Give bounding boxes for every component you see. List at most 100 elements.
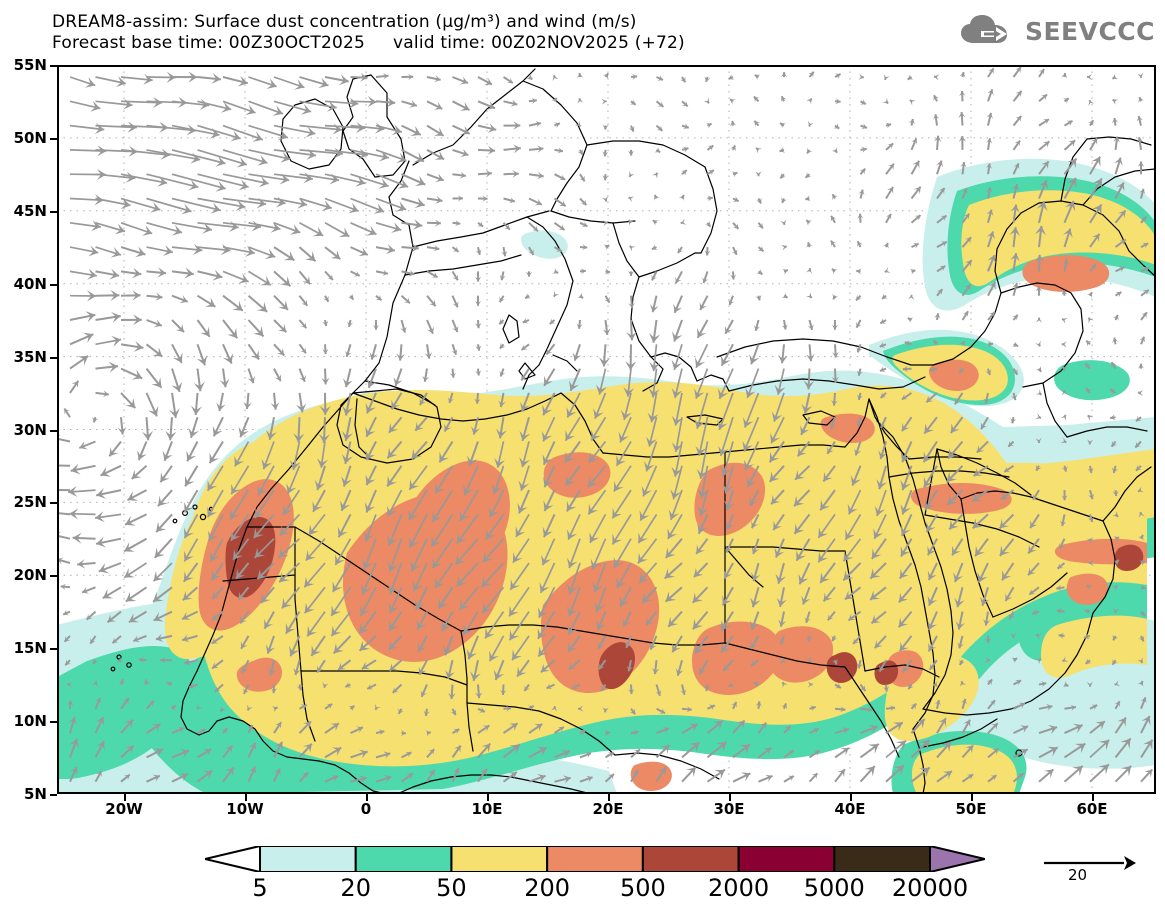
wind-arrowhead	[460, 148, 469, 158]
wind-arrowhead	[626, 331, 637, 341]
wind-arrowhead	[902, 365, 908, 372]
wind-arrowhead	[333, 147, 343, 159]
wind-arrowhead	[396, 353, 405, 361]
wind-arrowhead	[432, 511, 442, 522]
wind-arrowhead	[980, 422, 988, 430]
wind-arrowhead	[450, 709, 457, 716]
wind-arrowhead	[1010, 253, 1020, 262]
wind-arrowhead	[1112, 314, 1119, 321]
wind-arrowhead	[781, 292, 788, 298]
wind-arrowhead	[1086, 585, 1093, 591]
wind-arrowhead	[938, 187, 945, 195]
map-panel[interactable]: 55N 50N 45N 40N 35N 30N 25N 20N 15N 10N …	[14, 56, 1156, 818]
wind-arrowhead	[680, 689, 687, 695]
wind-arrowhead	[484, 77, 492, 85]
dust-concentration-map[interactable]	[57, 65, 1156, 794]
wind-arrowhead	[358, 148, 368, 160]
wind-arrowhead	[934, 313, 941, 319]
wind-arrowhead	[651, 244, 658, 250]
wind-arrowhead	[132, 267, 142, 279]
wind-arrowhead	[671, 415, 683, 426]
wind-arrowhead	[87, 268, 97, 280]
wind-arrowhead	[602, 220, 608, 227]
lat-label-10n: 10N	[13, 712, 47, 731]
wind-arrowhead	[703, 97, 709, 104]
wind-arrowhead	[730, 120, 737, 127]
wind-arrowhead	[989, 700, 995, 706]
wind-arrowhead	[90, 100, 101, 112]
wind-vector	[299, 173, 340, 182]
wind-vector	[589, 513, 607, 544]
wind-arrowhead	[1112, 73, 1119, 79]
wind-arrowhead	[286, 483, 297, 494]
wind-arrowhead	[452, 325, 459, 332]
wind-arrowhead	[387, 561, 398, 572]
wind-arrowhead	[1011, 184, 1020, 192]
wind-arrowhead	[1059, 542, 1065, 549]
wind-arrowhead	[1114, 701, 1120, 708]
wind-arrowhead	[1139, 336, 1146, 343]
wind-arrowhead	[857, 213, 864, 219]
wind-arrowhead	[540, 663, 550, 673]
lon-label-20e: 20E	[592, 800, 624, 818]
wind-arrowhead	[409, 479, 420, 490]
wind-arrowhead	[153, 319, 162, 328]
wind-arrowhead	[991, 748, 999, 755]
wind-arrowhead	[275, 196, 286, 208]
wind-arrowhead	[773, 520, 782, 531]
wind-arrowhead	[864, 766, 875, 777]
wind-vector	[197, 124, 241, 140]
wind-arrowhead	[1061, 390, 1068, 396]
wind-arrowhead	[331, 775, 339, 782]
wind-arrowhead	[801, 595, 811, 605]
wind-vector	[480, 562, 505, 588]
wind-arrowhead	[546, 348, 553, 355]
wind-arrowhead	[1062, 259, 1069, 265]
wind-vector	[744, 441, 760, 471]
wind-arrowhead	[261, 458, 272, 470]
wind-arrowhead	[485, 528, 496, 540]
wind-arrowhead	[900, 504, 911, 515]
wind-arrowhead	[1062, 318, 1068, 324]
wind-arrowhead	[629, 708, 636, 715]
wind-arrowhead	[586, 775, 593, 783]
wind-arrowhead	[165, 430, 177, 441]
wind-arrowhead	[153, 748, 163, 757]
wind-arrowhead	[408, 269, 415, 277]
wind-arrowhead	[338, 74, 349, 86]
wind-arrowhead	[184, 658, 191, 666]
wind-arrowhead	[410, 125, 421, 136]
wind-arrowhead	[188, 179, 199, 191]
wind-arrowhead	[813, 750, 820, 756]
wind-vector	[95, 100, 133, 107]
wind-vector	[330, 586, 352, 617]
wind-arrowhead	[475, 370, 482, 376]
wind-arrowhead	[71, 380, 79, 388]
wind-vector	[375, 197, 407, 211]
wind-arrowhead	[1036, 201, 1048, 212]
wind-arrowhead	[638, 532, 648, 544]
wind-arrowhead	[1142, 289, 1149, 296]
wind-arrowhead	[542, 404, 553, 416]
wind-arrowhead	[386, 97, 396, 108]
wind-arrowhead	[983, 398, 990, 404]
wind-arrowhead	[898, 592, 909, 603]
wind-arrowhead	[275, 722, 282, 729]
wind-vector	[350, 173, 389, 188]
wind-vector	[431, 538, 454, 569]
wind-arrowhead	[926, 522, 936, 533]
wind-arrowhead	[1008, 440, 1014, 447]
wind-vector	[299, 76, 329, 87]
wind-arrowhead	[447, 397, 454, 403]
wind-arrowhead	[914, 215, 921, 221]
wind-arrowhead	[1035, 340, 1041, 347]
wind-arrowhead	[580, 268, 586, 275]
wind-arrowhead	[221, 728, 228, 735]
wind-arrowhead	[607, 752, 614, 758]
wind-arrowhead	[694, 388, 705, 399]
wind-arrowhead	[567, 605, 578, 617]
wind-vector	[222, 173, 269, 185]
wind-arrowhead	[680, 170, 687, 176]
wind-vector	[538, 586, 556, 619]
wind-arrowhead	[434, 150, 445, 160]
